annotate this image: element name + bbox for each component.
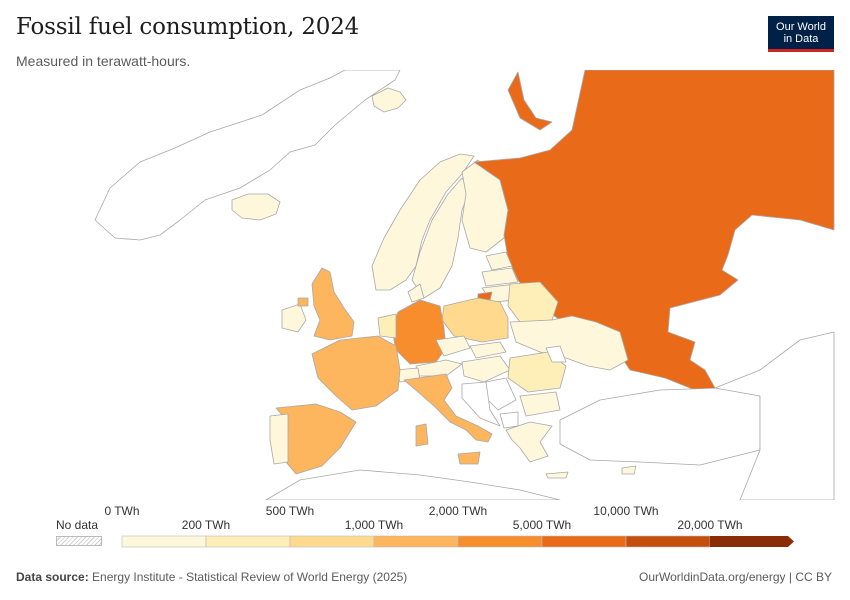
region-germany[interactable] (391, 299, 447, 365)
region-great-britain[interactable] (311, 267, 355, 341)
region-estonia[interactable] (485, 251, 513, 271)
region-benelux[interactable] (377, 313, 397, 339)
region-cyprus[interactable] (621, 465, 637, 475)
region-novaya-zemlya[interactable] (507, 71, 553, 131)
legend-tick-label: 20,000 TWh (677, 518, 743, 532)
region-slovakia[interactable] (469, 341, 507, 359)
data-source: Data source: Energy Institute - Statisti… (16, 570, 407, 584)
color-legend: No data 0 TWh 200 TWh 500 TWh 1,000 TWh 2,00… (0, 498, 850, 558)
region-poland[interactable] (441, 297, 509, 343)
region-sardinia[interactable] (415, 423, 429, 447)
region-bulgaria[interactable] (519, 391, 561, 417)
region-czechia[interactable] (435, 335, 471, 357)
region-caucasus-middle-east[interactable] (714, 331, 835, 500)
legend-tick-label: 2,000 TWh (428, 504, 488, 518)
region-balkans-west[interactable] (461, 381, 501, 427)
region-greenland[interactable] (94, 70, 401, 241)
logo-line-1: Our World (776, 21, 826, 33)
region-norway[interactable] (371, 153, 475, 291)
footer-credit[interactable]: OurWorldinData.org/energy | CC BY (639, 570, 832, 584)
data-source-label: Data source: (16, 570, 89, 584)
region-ireland[interactable] (281, 303, 307, 333)
legend-tick-label: 500 TWh (265, 504, 315, 518)
legend-bin-6[interactable] (625, 535, 711, 548)
legend-bar[interactable] (0, 498, 850, 558)
no-data-label: No data (56, 518, 99, 532)
legend-bin-1[interactable] (205, 535, 291, 548)
region-portugal[interactable] (269, 413, 289, 465)
data-source-text[interactable]: Energy Institute - Statistical Review of… (92, 570, 408, 584)
no-data-swatch[interactable] (56, 536, 102, 546)
region-crete[interactable] (545, 471, 569, 479)
region-hungary[interactable] (461, 355, 511, 383)
owid-logo[interactable]: Our World in Data (768, 16, 834, 52)
region-italy[interactable] (403, 373, 493, 443)
legend-bin-0[interactable] (121, 535, 207, 548)
logo-line-2: in Data (783, 33, 819, 45)
region-latvia[interactable] (481, 267, 519, 287)
region-denmark[interactable] (407, 283, 425, 303)
region-sicily[interactable] (457, 451, 481, 465)
legend-bin-2[interactable] (289, 535, 375, 548)
region-greece[interactable] (505, 421, 553, 463)
region-northern-ireland[interactable] (297, 297, 309, 307)
legend-bin-4[interactable] (457, 535, 543, 548)
legend-tick-label: 1,000 TWh (344, 518, 404, 532)
region-france[interactable] (311, 335, 401, 411)
region-moldova[interactable] (545, 345, 567, 363)
region-serbia[interactable] (485, 377, 517, 411)
region-north-macedonia[interactable] (499, 411, 519, 429)
legend-tick-label: 200 TWh (181, 518, 231, 532)
europe-map[interactable] (0, 70, 850, 500)
region-iceland[interactable] (231, 193, 281, 221)
legend-bin-7[interactable] (710, 536, 794, 547)
region-ukraine[interactable] (509, 315, 629, 371)
legend-tick-label: 0 TWh (104, 504, 140, 518)
legend-tick-label: 10,000 TWh (593, 504, 659, 518)
region-north-africa[interactable] (265, 469, 561, 500)
legend-tick-label: 5,000 TWh (512, 518, 572, 532)
region-turkey[interactable] (559, 387, 761, 466)
legend-bin-3[interactable] (373, 535, 459, 548)
chart-subtitle: Measured in terawatt-hours. (16, 53, 191, 69)
legend-bin-5[interactable] (541, 535, 627, 548)
region-svalbard[interactable] (371, 87, 407, 113)
chart-title: Fossil fuel consumption, 2024 (16, 14, 360, 40)
